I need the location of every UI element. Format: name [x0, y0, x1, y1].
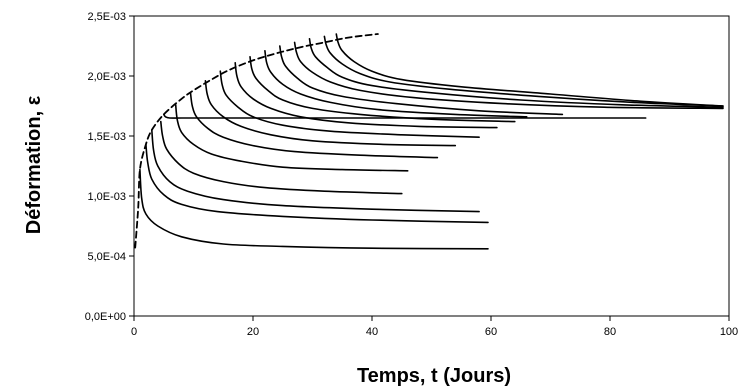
x-tick-label: 100 — [720, 326, 738, 338]
y-tick-label: 1,0E-03 — [87, 191, 126, 203]
creep-curve-17 — [163, 113, 647, 119]
x-tick-label: 80 — [604, 326, 616, 338]
x-tick-label: 60 — [485, 326, 497, 338]
creep-curve-16 — [335, 33, 724, 107]
creep-curve-15 — [323, 35, 724, 107]
y-tick-label: 5,0E-04 — [87, 251, 126, 263]
x-tick-label: 0 — [131, 326, 137, 338]
creep-curve-4 — [160, 120, 403, 195]
tick-labels: 0 20 40 60 80 100 0,0E+00 5,0E-04 1,0E-03 1,5E-03… — [85, 11, 738, 338]
y-tick-label: 2,0E-03 — [87, 71, 126, 83]
creep-curve-5 — [174, 104, 409, 172]
y-tick-label: 1,5E-03 — [87, 131, 126, 143]
creep-curve-14 — [308, 38, 724, 108]
creep-curve-2 — [145, 143, 489, 224]
y-tick-label: 0,0E+00 — [85, 311, 126, 323]
plot-frame — [133, 15, 730, 317]
series-group — [134, 33, 724, 250]
axes — [133, 15, 730, 317]
y-axis-title: Déformation, ε — [23, 95, 45, 234]
creep-curve-7 — [204, 80, 457, 147]
creep-curve-3 — [151, 129, 480, 213]
creep-curve-13 — [293, 41, 724, 110]
creep-curve-9 — [234, 62, 498, 129]
creep-curve-1 — [139, 168, 489, 250]
creep-curve-6 — [189, 92, 439, 159]
envelope-dashed-line — [134, 33, 379, 249]
x-axis-title: Temps, t (Jours) — [357, 365, 511, 387]
creep-curve-10 — [249, 56, 516, 123]
x-tick-label: 40 — [366, 326, 378, 338]
creep-curve-12 — [279, 45, 564, 116]
x-tick-label: 20 — [247, 326, 259, 338]
creep-curve-11 — [264, 50, 528, 118]
y-tick-label: 2,5E-03 — [87, 11, 126, 23]
creep-curve-8 — [219, 70, 480, 138]
